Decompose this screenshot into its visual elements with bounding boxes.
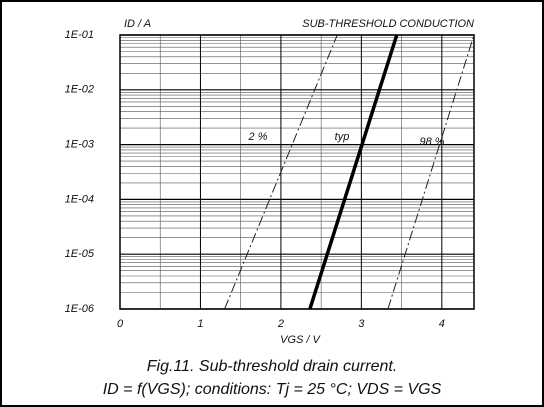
- caption: Fig.11. Sub-threshold drain current.: [147, 358, 398, 375]
- y-tick-label: 1E-06: [65, 303, 95, 315]
- y-tick-label: 1E-01: [65, 29, 94, 41]
- series-label: 2 %: [248, 131, 268, 143]
- y-tick-label: 1E-02: [65, 84, 94, 96]
- chart-title: SUB-THRESHOLD CONDUCTION: [302, 18, 474, 30]
- series-line: [387, 34, 475, 310]
- series-label: 98 %: [419, 136, 444, 148]
- x-tick-label: 4: [439, 318, 445, 330]
- x-axis-label: VGS / V: [280, 334, 321, 346]
- series-label: typ: [335, 131, 350, 143]
- x-tick-label: 0: [117, 318, 124, 330]
- series-line: [224, 34, 338, 310]
- x-tick-label: 3: [358, 318, 365, 330]
- y-tick-label: 1E-03: [65, 139, 95, 151]
- plot-border: [119, 34, 475, 310]
- y-tick-label: 1E-04: [65, 193, 94, 205]
- x-tick-label: 2: [277, 318, 284, 330]
- y-axis-label: ID / A: [124, 18, 151, 30]
- x-tick-label: 1: [197, 318, 203, 330]
- caption: ID = f(VGS); conditions: Tj = 25 °C; VDS…: [103, 381, 442, 398]
- y-tick-label: 1E-05: [65, 248, 95, 260]
- series-line: [308, 34, 399, 310]
